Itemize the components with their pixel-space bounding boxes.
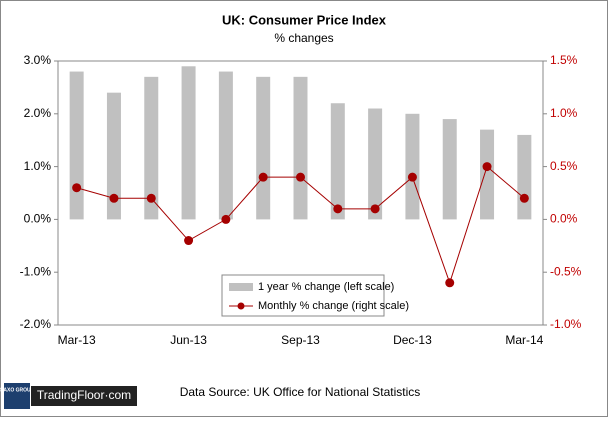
legend-label: Monthly % change (right scale) — [258, 300, 409, 312]
logo-brand-box — [31, 386, 137, 406]
point — [445, 278, 455, 288]
y-tick-label: -2.0% — [20, 317, 52, 331]
bar — [330, 103, 345, 220]
bar — [181, 66, 196, 220]
point — [109, 193, 119, 203]
chart-title: UK: Consumer Price Index — [222, 12, 387, 27]
bar — [293, 76, 308, 220]
point — [221, 214, 231, 224]
logo-box — [4, 383, 30, 409]
source: Data Source: UK Office for National Stat… — [180, 385, 421, 399]
point — [333, 204, 343, 214]
point — [407, 172, 417, 182]
y-tick-label: -1.0% — [20, 264, 52, 278]
bar — [69, 71, 84, 220]
y-tick-label: 0.0% — [24, 212, 52, 226]
y2-tick-label: -1.0% — [550, 317, 582, 331]
y2-tick-label: 1.5% — [550, 53, 578, 67]
bar — [106, 92, 121, 220]
bar — [442, 119, 457, 220]
point — [72, 183, 82, 193]
y-tick-label: 2.0% — [24, 106, 52, 120]
bar — [256, 76, 271, 220]
logo-group: SAXO GROUP — [0, 387, 35, 393]
point — [146, 193, 156, 203]
legend-box — [221, 274, 385, 317]
y2-tick-label: 1.0% — [550, 106, 578, 120]
point — [184, 236, 194, 246]
plot-border — [57, 60, 544, 326]
point — [482, 162, 492, 172]
point — [258, 172, 268, 182]
x-tick-label: Jun-13 — [170, 333, 207, 347]
bar — [144, 76, 159, 220]
bar — [368, 108, 383, 220]
x-tick-label: Mar-14 — [505, 333, 543, 347]
legend-label: 1 year % change (left scale) — [258, 281, 394, 293]
y-tick-label: 3.0% — [24, 53, 52, 67]
chart-subtitle: % changes — [274, 31, 333, 45]
legend-swatch — [237, 302, 245, 310]
bar — [480, 129, 495, 220]
y2-tick-label: 0.5% — [550, 159, 578, 173]
bar — [405, 113, 420, 220]
y-tick-label: 1.0% — [24, 159, 52, 173]
bar — [517, 134, 532, 220]
x-tick-label: Mar-13 — [58, 333, 96, 347]
y2-tick-label: -0.5% — [550, 264, 582, 278]
bar — [218, 71, 233, 220]
logo-brand: TradingFloor·com — [37, 388, 131, 402]
x-tick-label: Dec-13 — [393, 333, 432, 347]
y2-tick-label: 0.0% — [550, 212, 578, 226]
x-tick-label: Sep-13 — [281, 333, 320, 347]
point — [296, 172, 305, 182]
legend-swatch — [229, 283, 253, 291]
point — [370, 204, 380, 214]
point — [519, 193, 529, 203]
